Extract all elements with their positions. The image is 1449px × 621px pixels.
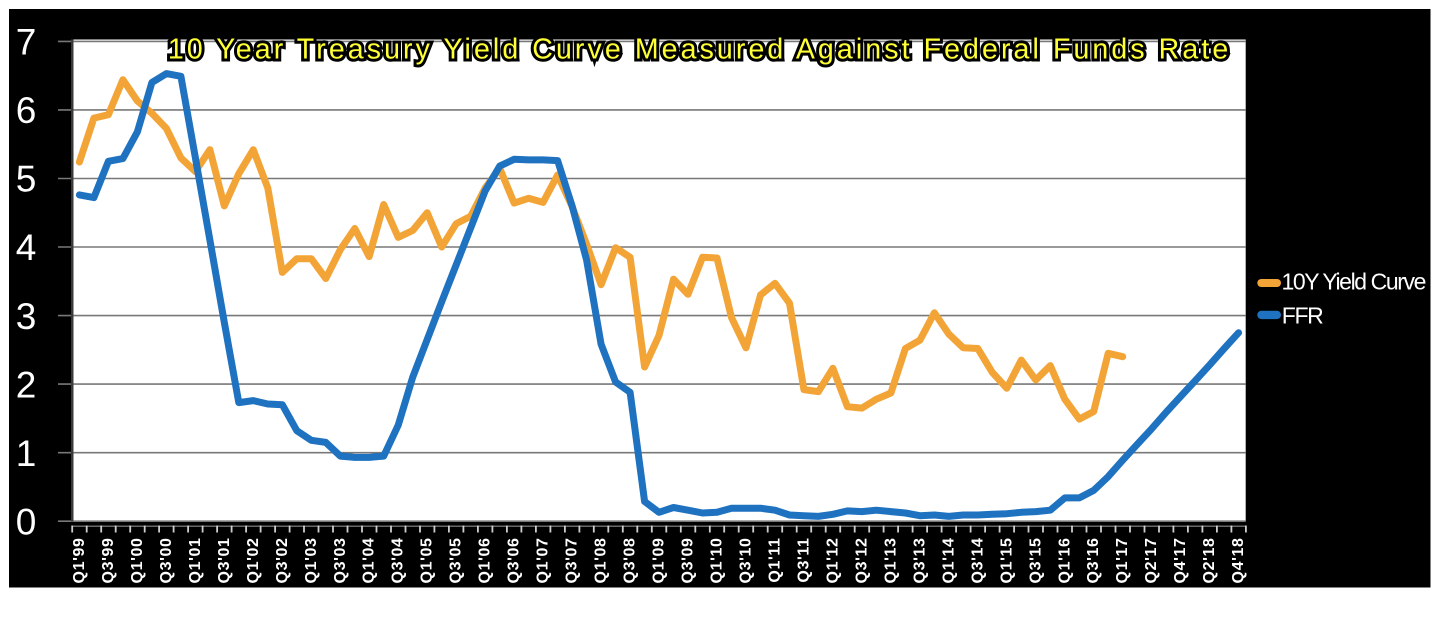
svg-text:Q1'12: Q1'12 xyxy=(824,538,841,584)
svg-text:Q4'18: Q4'18 xyxy=(1230,538,1247,584)
svg-text:Q1'02: Q1'02 xyxy=(245,538,262,584)
svg-text:Q3'07: Q3'07 xyxy=(564,538,581,584)
svg-text:Q3'08: Q3'08 xyxy=(622,538,639,584)
svg-text:Q1'07: Q1'07 xyxy=(535,538,552,584)
svg-text:Q3'13: Q3'13 xyxy=(911,538,928,584)
svg-text:Q3'99: Q3'99 xyxy=(100,538,117,584)
svg-text:Q1'10: Q1'10 xyxy=(709,538,726,584)
svg-text:Q1'01: Q1'01 xyxy=(187,538,204,584)
svg-text:Q1'16: Q1'16 xyxy=(1056,538,1073,584)
svg-text:0: 0 xyxy=(16,501,37,542)
svg-text:FFR: FFR xyxy=(1282,303,1323,329)
svg-text:Q3'16: Q3'16 xyxy=(1085,538,1102,584)
svg-text:Q3'09: Q3'09 xyxy=(680,538,697,584)
svg-text:3: 3 xyxy=(16,296,37,337)
svg-text:Q1'15: Q1'15 xyxy=(998,538,1015,584)
svg-text:Q1'13: Q1'13 xyxy=(882,538,899,584)
svg-text:5: 5 xyxy=(16,159,37,200)
svg-text:Q3'06: Q3'06 xyxy=(506,538,523,584)
svg-text:Q1'14: Q1'14 xyxy=(940,538,957,584)
svg-text:Q2'17: Q2'17 xyxy=(1143,538,1160,584)
svg-text:6: 6 xyxy=(16,90,37,131)
svg-text:Q1'06: Q1'06 xyxy=(477,538,494,584)
svg-text:2: 2 xyxy=(16,364,37,405)
svg-text:Q3'04: Q3'04 xyxy=(390,538,407,584)
svg-text:Q3'01: Q3'01 xyxy=(216,538,233,584)
svg-text:10Y Yield Curve: 10Y Yield Curve xyxy=(1282,269,1426,295)
svg-text:Q1'11: Q1'11 xyxy=(767,538,784,583)
svg-text:Q2'18: Q2'18 xyxy=(1201,538,1218,584)
svg-text:Q3'03: Q3'03 xyxy=(332,538,349,584)
svg-text:Q3'12: Q3'12 xyxy=(853,538,870,584)
svg-text:10 Year Treasury Yield Curve M: 10 Year Treasury Yield Curve Measured Ag… xyxy=(168,33,1231,65)
svg-text:Q1'17: Q1'17 xyxy=(1114,538,1131,584)
svg-text:Q3'10: Q3'10 xyxy=(738,538,755,584)
svg-text:1: 1 xyxy=(16,433,37,474)
svg-text:Q1'99: Q1'99 xyxy=(71,538,88,584)
svg-text:Q4'17: Q4'17 xyxy=(1172,538,1189,584)
svg-text:Q1'03: Q1'03 xyxy=(303,538,320,584)
svg-text:Q3'14: Q3'14 xyxy=(969,538,986,584)
svg-text:Q1'05: Q1'05 xyxy=(419,538,436,584)
svg-text:Q3'11: Q3'11 xyxy=(795,538,812,583)
svg-text:Q1'04: Q1'04 xyxy=(361,538,378,584)
svg-text:Q3'02: Q3'02 xyxy=(274,538,291,584)
svg-text:Q1'09: Q1'09 xyxy=(651,538,668,584)
svg-text:7: 7 xyxy=(16,22,37,63)
svg-text:Q3'00: Q3'00 xyxy=(158,538,175,584)
svg-text:Q1'08: Q1'08 xyxy=(593,538,610,584)
svg-text:Q3'15: Q3'15 xyxy=(1027,538,1044,584)
svg-text:Q3'05: Q3'05 xyxy=(448,538,465,584)
svg-text:4: 4 xyxy=(16,227,37,268)
svg-text:Q1'00: Q1'00 xyxy=(129,538,146,584)
